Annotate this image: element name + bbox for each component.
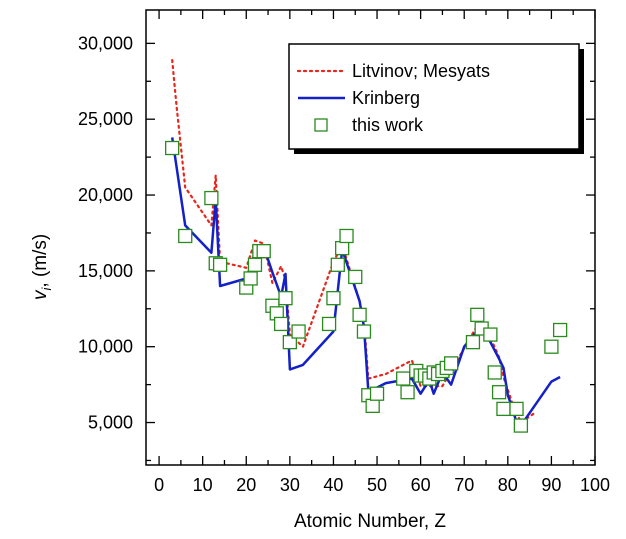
data-point-this-work: [513, 418, 529, 433]
data-point-this-work: [465, 334, 481, 350]
x-tick-label: 10: [193, 475, 213, 495]
series-line-krinberg: [170, 137, 561, 427]
data-point-this-work: [443, 356, 459, 371]
data-point-this-work: [178, 228, 193, 244]
y-tick-label: 15,000: [78, 261, 133, 281]
x-tick-label: 80: [498, 475, 518, 495]
data-point-this-work: [212, 257, 228, 272]
data-point-this-work: [204, 190, 219, 206]
x-tick-label: 70: [454, 475, 474, 495]
y-tick-label: 25,000: [78, 109, 133, 129]
data-point-this-work: [544, 339, 559, 354]
x-axis-label: Atomic Number, Z: [294, 511, 446, 532]
data-point-this-work: [321, 316, 337, 332]
data-point-this-work: [348, 269, 363, 285]
x-tick-label: 90: [541, 475, 561, 495]
data-point-this-work: [165, 140, 180, 156]
y-axis-label: vi, (m/s): [30, 234, 54, 300]
y-tick-label: 5,000: [88, 413, 133, 433]
legend-label-krinberg: Krinberg: [352, 88, 420, 108]
ticks: 0 10 20 30 40 50 60 70 80 90 100 5,000 10,000 15,000 2…: [78, 10, 610, 495]
legend-swatch-this-work: [314, 118, 328, 132]
x-tick-label: 60: [411, 475, 431, 495]
data-point-this-work: [491, 385, 507, 400]
data-point-this-work: [496, 401, 511, 417]
y-tick-label: 30,000: [78, 33, 133, 53]
series-layer: [165, 59, 568, 433]
data-point-this-work: [352, 307, 367, 323]
data-point-this-work: [356, 324, 372, 339]
x-tick-label: 50: [367, 475, 387, 495]
data-point-this-work: [278, 291, 293, 306]
data-point-this-work: [400, 385, 415, 400]
data-point-this-work: [470, 307, 485, 323]
x-tick-label: 100: [580, 475, 610, 495]
x-tick-label: 20: [236, 475, 256, 495]
plot-frame: [145, 9, 596, 466]
data-point-this-work: [339, 228, 354, 244]
data-point-this-work: [365, 398, 380, 414]
data-point-this-work: [273, 316, 289, 332]
y-axis-label-subscript: i: [39, 287, 54, 291]
y-tick-label: 20,000: [78, 185, 133, 205]
data-point-this-work: [291, 324, 306, 339]
data-point-this-work: [396, 371, 411, 386]
data-point-this-work: [247, 257, 263, 272]
data-point-this-work: [282, 334, 298, 350]
x-tick-label: 0: [154, 475, 164, 495]
data-point-this-work: [552, 322, 568, 338]
y-axis-label-unit: , (m/s): [30, 234, 51, 288]
legend-label-litvinov-mesyats: Litvinov; Mesyats: [352, 61, 490, 81]
legend-label-this-work: this work: [352, 115, 424, 135]
data-point-this-work: [243, 271, 258, 286]
data-point-this-work: [326, 291, 341, 306]
data-point-this-work: [487, 365, 502, 380]
data-point-this-work: [369, 386, 385, 401]
data-point-this-work: [330, 257, 345, 272]
y-tick-label: 10,000: [78, 337, 133, 357]
legend-box: [288, 43, 580, 150]
data-point-this-work: [483, 327, 498, 342]
x-tick-label: 40: [323, 475, 343, 495]
y-axis-label-symbol: v: [30, 289, 51, 300]
legend: Litvinov; Mesyats Krinberg this work: [288, 43, 584, 154]
data-point-this-work: [509, 401, 524, 417]
x-tick-label: 30: [280, 475, 300, 495]
data-point-this-work: [335, 240, 350, 256]
data-point-this-work: [256, 243, 271, 259]
